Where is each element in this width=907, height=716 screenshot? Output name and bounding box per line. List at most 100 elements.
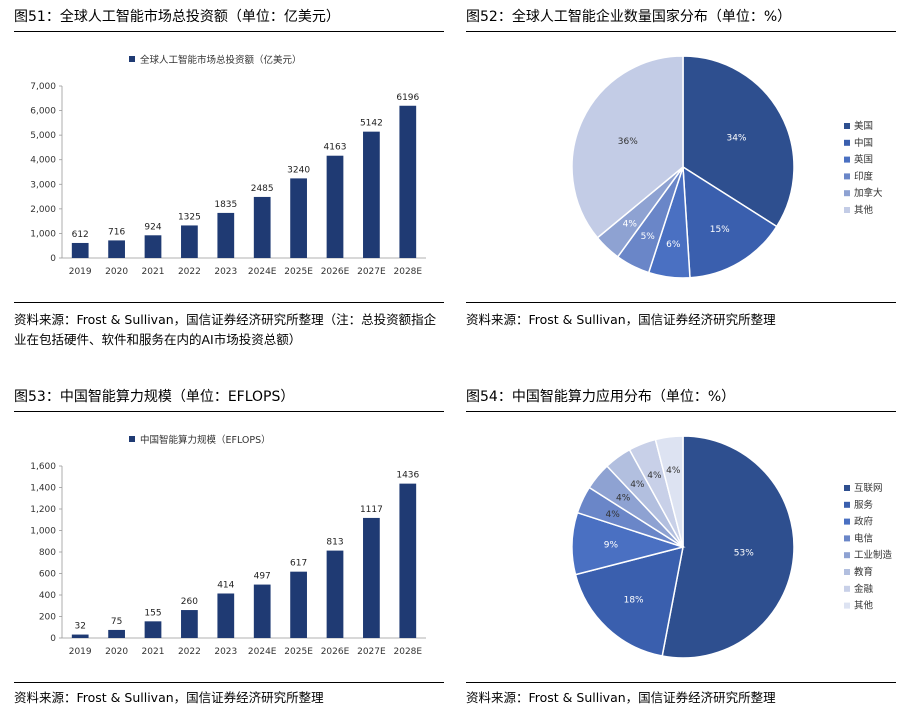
fig53-bar [71, 634, 89, 638]
fig53-y-tick-label: 1,000 [30, 527, 56, 537]
figure-51-bottom-rule [14, 302, 444, 303]
fig53-y-tick-label: 200 [39, 613, 56, 623]
fig51-x-tick-label: 2020 [105, 267, 128, 277]
fig52-legend-label: 中国 [854, 137, 873, 149]
fig54-slice-label: 4% [630, 480, 645, 490]
fig54-legend-label: 服务 [854, 499, 874, 511]
fig54-slice [654, 435, 684, 548]
fig54-slice-label: 4% [666, 466, 681, 476]
figure-53-bottom-rule [14, 682, 444, 683]
fig54-legend-label: 工业制造 [854, 549, 893, 561]
fig53-x-tick-label: 2019 [69, 647, 92, 657]
fig52-slice-label: 34% [726, 134, 746, 144]
fig52-legend-swatch [844, 156, 850, 163]
fig53-y-tick-label: 1,400 [30, 484, 56, 494]
fig51-data-label: 1325 [178, 212, 201, 222]
fig53-bar [290, 571, 307, 638]
fig51-x-tick-label: 2023 [214, 267, 237, 277]
fig53-data-label: 75 [111, 617, 122, 627]
fig53-x-tick-label: 2023 [214, 647, 237, 657]
fig52-slice-label: 4% [623, 220, 638, 230]
fig51-bar [399, 105, 417, 258]
fig51-legend-swatch [129, 56, 135, 62]
figure-52-source-note: 资料来源：Frost & Sullivan，国信证券经济研究所整理 [466, 312, 776, 327]
fig51-data-label: 5142 [360, 119, 383, 129]
fig52-slice [571, 55, 684, 239]
fig53-bar [363, 517, 380, 638]
fig51-bar [253, 196, 271, 258]
fig51-x-tick-label: 2021 [142, 267, 165, 277]
figure-54-bottom-rule [466, 682, 896, 683]
fig54-slice-label: 4% [647, 471, 662, 481]
fig51-y-tick-label: 5,000 [30, 131, 56, 141]
fig51-y-tick-label: 0 [50, 254, 56, 264]
fig53-y-tick-label: 1,600 [30, 462, 56, 472]
fig54-legend-swatch [844, 602, 850, 609]
figure-53-bar-chart: 中国智能算力规模（EFLOPS） 0 200 400 600 800 1,000 1,200 1… [30, 434, 426, 657]
fig53-legend-swatch [129, 436, 135, 442]
fig54-legend-label: 互联网 [854, 483, 883, 494]
figure-51-title: 图51：全球人工智能市场总投资额（单位：亿美元） [14, 9, 340, 25]
fig52-legend-swatch [844, 207, 850, 213]
figure-52-bottom-rule [466, 302, 896, 303]
figure-51-top-rule [14, 31, 444, 32]
figure-54-title: 图54：中国智能算力应用分布（单位：%） [466, 389, 736, 405]
figure-54-top-rule [466, 411, 896, 412]
fig51-x-tick-label: 2026E [321, 267, 350, 277]
figure-51-panel: 图51：全球人工智能市场总投资额（单位：亿美元） 全球人工智能市场总投资额（亿美… [14, 0, 444, 360]
fig53-bar [108, 629, 125, 638]
fig51-data-label: 612 [72, 230, 89, 240]
fig53-x-tick-label: 2026E [321, 647, 350, 657]
fig51-legend-label: 全球人工智能市场总投资额（亿美元） [140, 54, 302, 66]
fig52-slice-label: 15% [710, 225, 730, 235]
fig53-data-label: 497 [254, 572, 271, 582]
figure-53-source-note: 资料来源：Frost & Sullivan，国信证券经济研究所整理 [14, 690, 324, 705]
figure-51-bar-chart: 全球人工智能市场总投资额（亿美元） 0 1,000 2,000 3,000 4,000 5,… [30, 54, 426, 277]
fig53-y-tick-label: 0 [50, 634, 56, 644]
fig53-legend-label: 中国智能算力规模（EFLOPS） [140, 434, 271, 446]
fig52-legend-label: 印度 [854, 170, 874, 182]
fig53-data-label: 813 [326, 538, 343, 548]
fig53-bar [326, 550, 344, 638]
figure-54-panel: 图54：中国智能算力应用分布（单位：%） 53% 18% 9% 4% 4% 4% 4% 4% 互… [466, 380, 896, 716]
figure-52-panel: 图52：全球人工智能企业数量国家分布（单位：%） 34% 15% 6% 5% 4% 36%… [466, 0, 896, 360]
fig53-y-tick-label: 800 [39, 548, 56, 558]
figure-52-title: 图52：全球人工智能企业数量国家分布（单位：%） [466, 9, 792, 25]
fig51-data-label: 4163 [324, 143, 347, 153]
fig52-legend-swatch [844, 123, 850, 129]
fig51-x-tick-label: 2019 [69, 267, 92, 277]
figure-52-top-rule [466, 31, 896, 32]
fig52-slice-label: 6% [666, 240, 681, 250]
fig53-bar [181, 610, 198, 638]
fig54-legend-swatch [844, 535, 850, 542]
fig53-data-label: 260 [181, 597, 198, 607]
fig54-slice-label: 4% [616, 493, 631, 503]
fig53-x-tick-label: 2028E [394, 647, 423, 657]
fig53-bar [217, 593, 235, 638]
fig53-x-tick-label: 2025E [284, 647, 313, 657]
fig51-bar [108, 240, 125, 258]
fig53-bar [144, 621, 162, 638]
fig54-legend-swatch [844, 518, 850, 525]
fig52-legend-label: 加拿大 [854, 187, 883, 199]
fig51-y-tick-label: 6,000 [30, 107, 56, 117]
fig54-legend-label: 金融 [854, 583, 874, 595]
fig53-data-label: 617 [290, 559, 307, 569]
fig54-slice-label: 18% [624, 596, 644, 606]
fig53-bar [399, 483, 417, 638]
fig51-data-label: 2485 [251, 184, 274, 194]
fig53-data-label: 1436 [396, 471, 419, 481]
fig53-y-tick-label: 600 [39, 570, 56, 580]
fig51-bar [363, 131, 380, 258]
fig51-data-label: 3240 [287, 165, 310, 175]
fig53-x-tick-label: 2022 [178, 647, 201, 657]
fig51-x-tick-label: 2028E [394, 267, 423, 277]
fig51-bar [144, 235, 162, 258]
fig54-slice [661, 435, 795, 659]
fig53-data-label: 414 [217, 580, 234, 590]
fig51-bar [290, 178, 307, 258]
fig52-legend-label: 英国 [854, 154, 873, 166]
fig52-slice-label: 36% [618, 137, 638, 147]
fig53-data-label: 155 [144, 608, 161, 618]
